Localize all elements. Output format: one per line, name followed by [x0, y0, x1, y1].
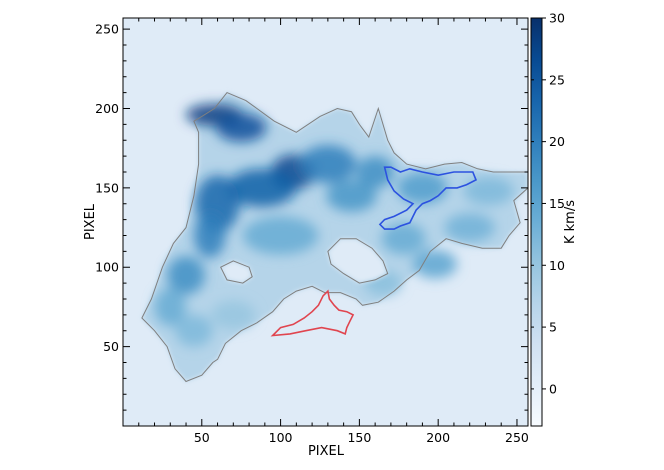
contour-layer — [270, 166, 478, 337]
x-tick-label: 250 — [505, 430, 529, 445]
hole-outline — [327, 238, 389, 284]
y-tick-label: 100 — [95, 260, 119, 275]
y-tick-label: 50 — [103, 339, 119, 354]
emission-clump — [444, 213, 495, 242]
y-tick-label: 200 — [95, 101, 119, 116]
emission-clump — [381, 222, 426, 255]
plot-frame — [122, 17, 529, 427]
emission-clumps — [154, 103, 514, 347]
colorbar-ticks: 0 5 10 15 20 25 30 — [531, 11, 565, 396]
emission-clump — [356, 156, 394, 188]
emission-layer — [141, 92, 528, 382]
y-axis: 50 100 150 200 250 — [95, 22, 528, 411]
emission-clump — [216, 113, 267, 142]
emission-clump — [227, 168, 297, 207]
colorbar-tick-label: 5 — [549, 320, 557, 335]
emission-clump — [211, 300, 256, 330]
emission-clump — [175, 314, 213, 347]
emission-outline — [141, 91, 528, 383]
x-tick-label: 100 — [269, 430, 293, 445]
colorbar-tick-label: 25 — [549, 72, 565, 87]
red-contour — [270, 289, 355, 337]
colorbar-tick-label: 10 — [549, 258, 565, 273]
emission-clump — [299, 145, 357, 184]
hole-outline — [220, 260, 253, 284]
emission-clump — [193, 213, 226, 258]
colorbar-tick-label: 15 — [549, 196, 565, 211]
colorbar-gradient — [530, 17, 543, 427]
emission-clump — [397, 172, 448, 204]
y-tick-label: 250 — [95, 22, 119, 37]
y-tick-label: 150 — [95, 180, 119, 195]
colorbar-tick-label: 20 — [549, 134, 565, 149]
colorbar-tick-label: 30 — [549, 11, 565, 26]
emission-clump — [463, 176, 514, 206]
outline-layer — [141, 91, 528, 383]
x-axis-title: PIXEL — [308, 444, 345, 459]
emission-clump — [154, 287, 187, 326]
emission-clump — [326, 179, 377, 212]
y-axis-title: PIXEL — [83, 203, 98, 240]
heatmap-panel — [122, 17, 529, 427]
colorbar-label: K km/s — [563, 200, 578, 244]
x-tick-label: 50 — [194, 430, 210, 445]
x-tick-label: 150 — [347, 430, 371, 445]
colorbar-tick-label: 0 — [549, 381, 557, 396]
x-axis: 50 100 150 200 250 — [138, 18, 529, 445]
colorbar: 0 5 10 15 20 25 30 K km/s — [530, 11, 578, 427]
x-tick-label: 200 — [426, 430, 450, 445]
blue-contour — [378, 166, 478, 230]
emission-clump — [167, 256, 205, 295]
emission-hole — [220, 260, 253, 284]
emission-clump — [412, 249, 458, 279]
emission-clump — [242, 216, 319, 255]
